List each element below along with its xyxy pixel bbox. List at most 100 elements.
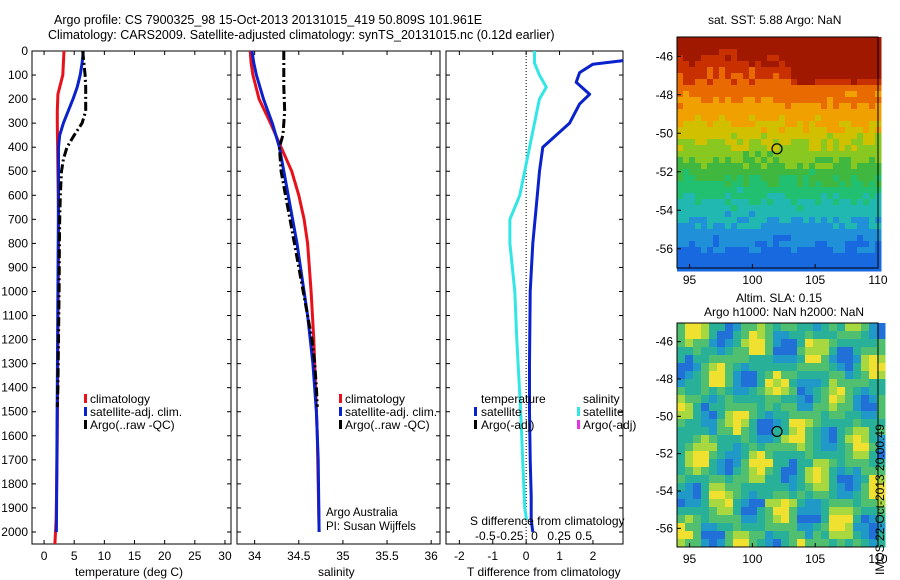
map-cell xyxy=(869,37,876,44)
diff-series-0-line xyxy=(528,59,624,533)
map-cell xyxy=(685,531,694,540)
map-cell xyxy=(701,91,708,98)
map-cell xyxy=(815,181,822,188)
map-cell xyxy=(731,85,738,92)
map-cell xyxy=(733,403,742,412)
map-cell xyxy=(701,331,710,340)
map-cell xyxy=(731,61,738,68)
map-cell xyxy=(685,499,694,508)
map-cell xyxy=(743,187,750,194)
map-cell xyxy=(755,145,762,152)
map-cell xyxy=(733,347,742,356)
map-cell xyxy=(731,259,738,266)
map-cell xyxy=(821,323,830,332)
map-cell xyxy=(827,91,834,98)
map-cell xyxy=(789,355,798,364)
map-cell xyxy=(709,531,718,540)
map-cell xyxy=(829,387,838,396)
map-cell xyxy=(863,181,870,188)
map-cell xyxy=(827,223,834,230)
map-cell xyxy=(815,97,822,104)
map-cell xyxy=(869,371,878,380)
map-cell xyxy=(707,235,714,242)
map-cell xyxy=(815,121,822,128)
map-cell xyxy=(839,109,846,116)
map-cell xyxy=(869,139,876,146)
map-cell xyxy=(701,355,710,364)
map-cell xyxy=(737,217,744,224)
map-cell xyxy=(827,55,834,62)
y-tick-label: 1900 xyxy=(1,501,28,515)
map-cell xyxy=(833,217,840,224)
map-cell xyxy=(765,491,774,500)
argo-position-marker xyxy=(771,425,783,438)
map-cell xyxy=(741,459,750,468)
map-cell xyxy=(725,387,734,396)
map-cell xyxy=(773,193,780,200)
map-cell xyxy=(749,515,758,524)
map-cell xyxy=(803,253,810,260)
map-cell xyxy=(797,443,806,452)
map-cell xyxy=(833,79,840,86)
map-cell xyxy=(869,175,876,182)
map-cell xyxy=(725,91,732,98)
map-cell xyxy=(805,491,814,500)
map-cell xyxy=(821,157,828,164)
map-cell xyxy=(737,121,744,128)
map-cell xyxy=(707,211,714,218)
map-cell xyxy=(791,145,798,152)
map-cell xyxy=(677,371,686,380)
map-cell xyxy=(803,55,810,62)
diff-frame xyxy=(445,50,624,545)
map-cell xyxy=(701,467,710,476)
map-cell xyxy=(857,67,864,74)
map-cell xyxy=(815,169,822,176)
map-cell xyxy=(767,235,774,242)
map-cell xyxy=(713,67,720,74)
map-cell xyxy=(761,169,768,176)
map-cell xyxy=(813,523,822,532)
map-cell xyxy=(797,79,804,86)
map-cell xyxy=(821,347,830,356)
map-cell xyxy=(683,199,690,206)
map-cell xyxy=(779,55,786,62)
map-cell xyxy=(791,211,798,218)
map-cell xyxy=(719,253,726,260)
map-cell xyxy=(851,37,858,44)
map-cell xyxy=(773,499,782,508)
map-cell xyxy=(839,67,846,74)
map-cell xyxy=(731,55,738,62)
map-cell xyxy=(789,491,798,500)
map-cell xyxy=(693,451,702,460)
map-cell xyxy=(797,223,804,230)
map-cell xyxy=(791,229,798,236)
map-cell xyxy=(845,459,854,468)
map-cell xyxy=(725,531,734,540)
map-cell xyxy=(749,229,756,236)
map-cell xyxy=(845,133,852,140)
map-cell xyxy=(707,49,714,56)
map-cell xyxy=(733,419,742,428)
map-cell xyxy=(839,103,846,110)
map-cell xyxy=(677,411,686,420)
map-cell xyxy=(685,459,694,468)
map-cell xyxy=(701,43,708,50)
map-cell xyxy=(773,515,782,524)
map-cell xyxy=(677,67,684,74)
map-cell xyxy=(773,67,780,74)
timestamp-stamp: IMOS 22-Oct-2013 20:00:49 xyxy=(873,424,887,575)
map-cell xyxy=(791,181,798,188)
map-cell xyxy=(851,127,858,134)
map-cell xyxy=(749,523,758,532)
map-cell xyxy=(869,223,876,230)
map-cell xyxy=(737,259,744,266)
map-cell xyxy=(791,37,798,44)
map-cell xyxy=(719,121,726,128)
map-cell xyxy=(791,103,798,110)
map-cell xyxy=(827,43,834,50)
map-cell xyxy=(685,443,694,452)
map-cell xyxy=(713,235,720,242)
map-cell xyxy=(731,121,738,128)
map-cell xyxy=(773,331,782,340)
legend-swatch xyxy=(84,407,87,416)
